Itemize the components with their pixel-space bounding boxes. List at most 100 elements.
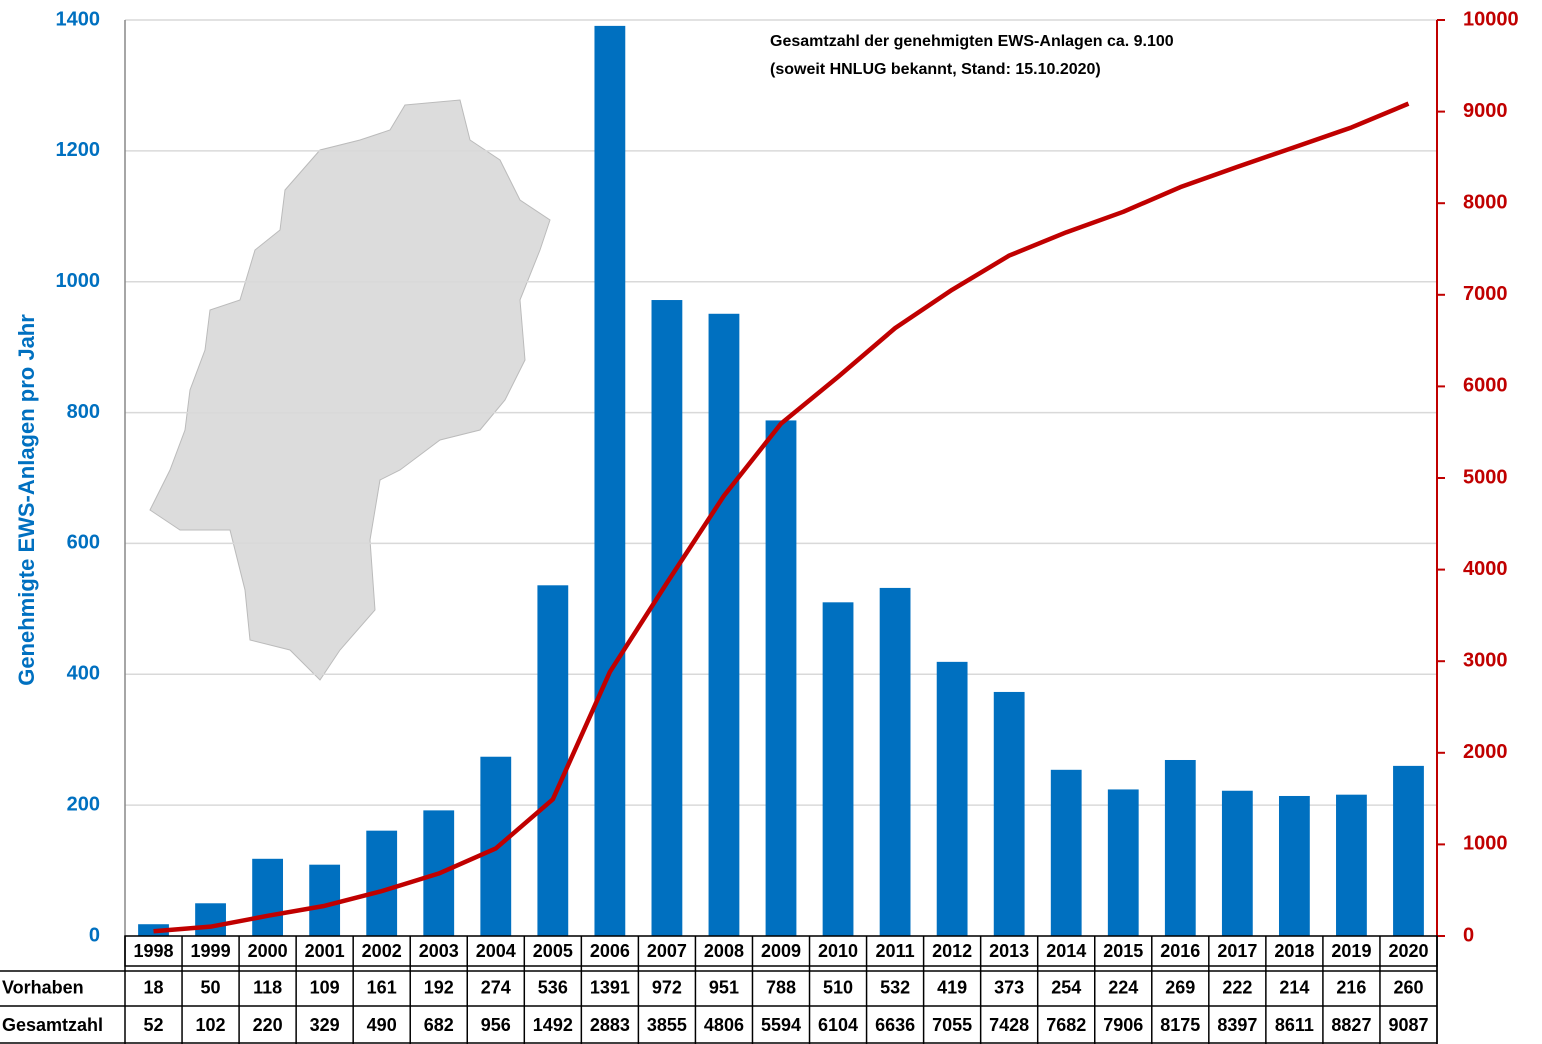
y2-tick-label: 3000 <box>1463 649 1508 671</box>
table-cell: 161 <box>367 977 397 997</box>
y2-tick-label: 10000 <box>1463 8 1519 30</box>
legend-label: Gesamtzahl <box>2 1015 103 1035</box>
table-cell: 7428 <box>989 1015 1029 1035</box>
table-cell: 3855 <box>647 1015 687 1035</box>
bar <box>1336 794 1367 936</box>
table-cell: 222 <box>1222 977 1252 997</box>
x-tick-label: 2007 <box>647 941 687 961</box>
table-cell: 2883 <box>590 1015 630 1035</box>
x-tick-label: 2011 <box>876 941 915 961</box>
table-cell: 224 <box>1108 977 1138 997</box>
table-cell: 109 <box>310 977 340 997</box>
map-shape <box>149 99 551 681</box>
bar <box>366 830 398 936</box>
table-cell: 510 <box>823 977 853 997</box>
x-tick-label: 2013 <box>989 941 1029 961</box>
table-cell: 269 <box>1165 977 1195 997</box>
table-cell: 5594 <box>761 1015 801 1035</box>
bar <box>765 420 797 936</box>
bar <box>1221 790 1253 936</box>
y2-tick-label: 6000 <box>1463 375 1508 397</box>
y2-tick-label: 2000 <box>1463 741 1508 763</box>
table-cell: 7682 <box>1046 1015 1086 1035</box>
bar <box>1278 795 1310 936</box>
table-cell: 490 <box>367 1015 397 1035</box>
y-tick-label: 600 <box>67 532 100 554</box>
x-tick-label: 2002 <box>362 941 402 961</box>
bar <box>708 313 740 936</box>
table-cell: 788 <box>766 977 796 997</box>
table-cell: 8611 <box>1275 1015 1314 1035</box>
table-cell: 8175 <box>1160 1015 1200 1035</box>
table-cell: 536 <box>538 977 568 997</box>
table-cell: 254 <box>1051 977 1081 997</box>
map <box>149 99 551 681</box>
bar <box>195 903 226 936</box>
table-cell: 7906 <box>1103 1015 1143 1035</box>
x-tick-label: 1998 <box>133 941 173 961</box>
table-cell: 8827 <box>1331 1015 1371 1035</box>
table-cell: 956 <box>481 1015 511 1035</box>
table-cell: 419 <box>937 977 967 997</box>
y-tick-label: 400 <box>67 663 100 685</box>
y-tick-label: 200 <box>67 793 100 815</box>
x-tick-label: 2012 <box>932 941 972 961</box>
y-tick-label: 1200 <box>56 139 101 161</box>
x-tick-label: 2009 <box>761 941 801 961</box>
table-cell: 274 <box>481 977 511 997</box>
bar <box>1050 769 1082 936</box>
x-tick-label: 2020 <box>1388 941 1428 961</box>
x-tick-label: 2017 <box>1217 941 1257 961</box>
table-cell: 52 <box>144 1015 164 1035</box>
table-cell: 260 <box>1393 977 1423 997</box>
table-cell: 6636 <box>875 1015 915 1035</box>
table-cell: 192 <box>424 977 454 997</box>
x-tick-label: 2005 <box>533 941 573 961</box>
table-cell: 9087 <box>1388 1015 1428 1035</box>
x-tick-label: 2016 <box>1160 941 1200 961</box>
bar <box>936 661 968 936</box>
annotation: (soweit HNLUG bekannt, Stand: 15.10.2020… <box>770 61 1101 78</box>
bar <box>594 25 626 937</box>
table-cell: 8397 <box>1217 1015 1257 1035</box>
x-tick-label: 2014 <box>1046 941 1086 961</box>
table-cell: 118 <box>253 977 282 997</box>
x-tick-label: 1999 <box>191 941 231 961</box>
line <box>153 101 1410 934</box>
table-cell: 329 <box>310 1015 340 1035</box>
y-tick-label: 1400 <box>56 8 101 30</box>
y2-tick-label: 9000 <box>1463 100 1508 122</box>
y2-tick-label: 8000 <box>1463 191 1508 213</box>
table-cell: 972 <box>652 977 682 997</box>
legend-label: Vorhaben <box>2 977 84 997</box>
table-cell: 951 <box>709 977 739 997</box>
x-tick-label: 2003 <box>419 941 459 961</box>
x-tick-label: 2019 <box>1331 941 1371 961</box>
table-cell: 373 <box>994 977 1024 997</box>
table-cell: 4806 <box>704 1015 744 1035</box>
x-tick-label: 2015 <box>1103 941 1143 961</box>
bar <box>309 864 341 936</box>
table-cell: 18 <box>144 977 164 997</box>
table-cell: 50 <box>201 977 221 997</box>
bar <box>993 691 1025 936</box>
x-tick-label: 2004 <box>476 941 516 961</box>
annotation: Gesamtzahl der genehmigten EWS-Anlagen c… <box>770 33 1174 50</box>
bar <box>252 858 284 936</box>
table-cell: 214 <box>1279 977 1309 997</box>
y2-tick-label: 0 <box>1463 924 1474 946</box>
y-tick-label: 1000 <box>56 270 101 292</box>
x-tick-label: 2001 <box>305 941 345 961</box>
bar <box>879 587 911 936</box>
bar <box>822 602 854 936</box>
table-cell: 532 <box>880 977 910 997</box>
bar <box>1393 765 1424 936</box>
x-tick-label: 2010 <box>818 941 858 961</box>
table-cell: 220 <box>253 1015 283 1035</box>
x-tick-label: 2018 <box>1274 941 1314 961</box>
table-cell: 682 <box>424 1015 454 1035</box>
bar <box>651 300 683 936</box>
table-cell: 216 <box>1336 977 1366 997</box>
y2-tick-label: 4000 <box>1463 558 1508 580</box>
